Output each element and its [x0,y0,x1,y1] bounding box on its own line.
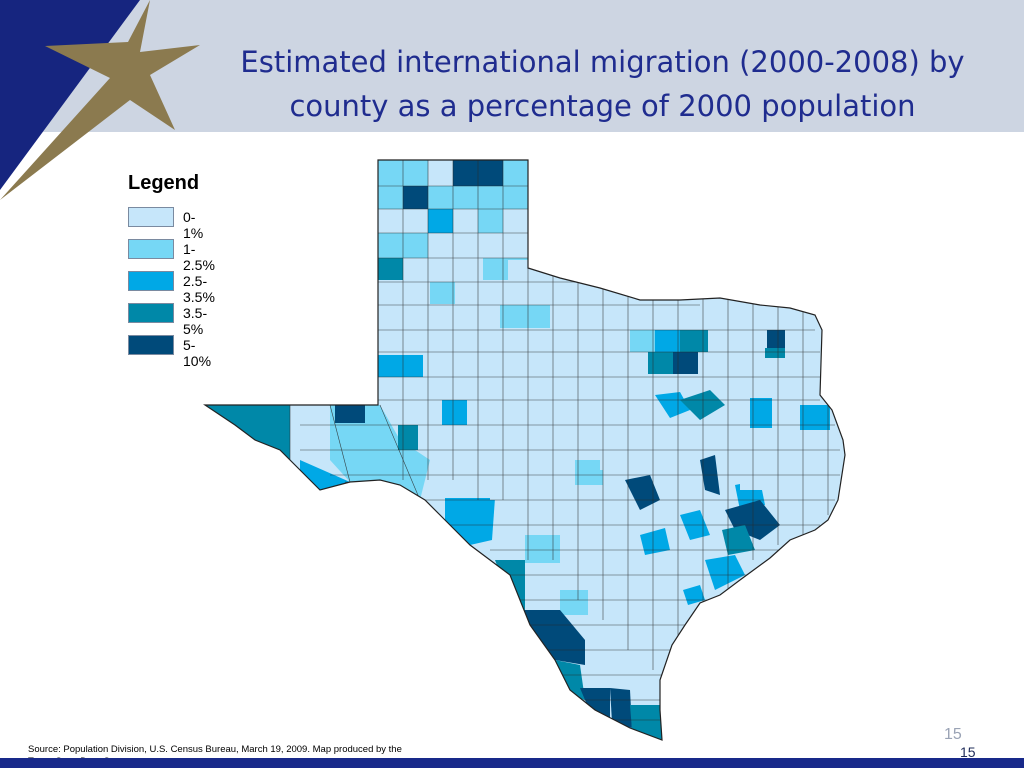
header-band [0,0,1024,132]
legend: Legend 0-1% 1-2.5% 2.5-3.5% 3.5-5% 5-10% [128,172,215,369]
legend-swatch [128,303,174,323]
county-regions [205,160,845,740]
legend-item: 5-10% [128,335,211,369]
star-icon [0,0,200,200]
legend-swatch [128,335,174,355]
legend-title: Legend [128,172,200,194]
legend-swatch [128,239,174,259]
legend-item: 3.5-5% [128,303,207,337]
legend-label: 3.5-5% [183,305,208,337]
page-number: 15 [944,726,962,743]
footer-bar [0,758,1024,768]
legend-label: 0-1% [183,209,204,241]
page-number-footer: 15 [960,744,976,760]
corner-star-decoration [0,0,200,200]
slide-title: Estimated international migration (2000-… [185,40,1020,128]
title-line-1: Estimated international migration (2000-… [240,45,965,79]
legend-label: 5-10% [183,337,212,369]
title-line-2: county as a percentage of 2000 populatio… [289,89,916,123]
texas-county-map [203,159,846,741]
legend-label: 1-2.5% [183,241,215,273]
legend-item: 0-1% [128,207,203,241]
texas-outline [203,159,846,741]
legend-swatch [128,207,174,227]
legend-item: 1-2.5% [128,239,215,273]
legend-item: 2.5-3.5% [128,271,215,305]
legend-label: 2.5-3.5% [183,273,215,305]
legend-swatch [128,271,174,291]
